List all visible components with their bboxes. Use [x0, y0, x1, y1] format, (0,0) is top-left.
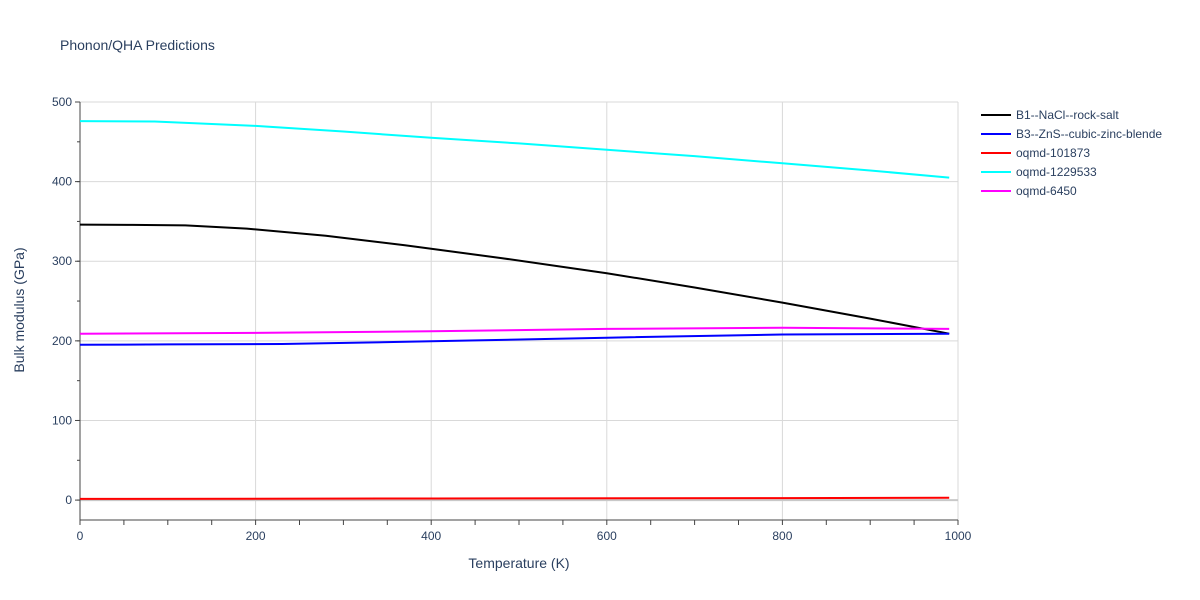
axes: 0 200 400 600 800 1000 0 100 200 300 400 500 [52, 95, 972, 543]
x-tick-label: 1000 [945, 529, 972, 543]
y-tick-label: 300 [52, 254, 72, 268]
y-tick-label: 100 [52, 413, 72, 427]
legend-label: B1--NaCl--rock-salt [1016, 108, 1119, 122]
legend: B1--NaCl--rock-salt B3--ZnS--cubic-zinc-b… [981, 108, 1162, 198]
legend-label: oqmd-1229533 [1016, 165, 1097, 179]
x-tick-label: 200 [246, 529, 266, 543]
x-tick-label: 800 [772, 529, 792, 543]
series-lines [79, 120, 950, 500]
legend-label: oqmd-101873 [1016, 146, 1090, 160]
series-line-B1--NaCl--rock-salt [79, 223, 950, 335]
x-tick-label: 0 [77, 529, 84, 543]
y-tick-label: 400 [52, 175, 72, 189]
legend-item[interactable]: B1--NaCl--rock-salt [981, 108, 1119, 122]
legend-label: B3--ZnS--cubic-zinc-blende [1016, 127, 1162, 141]
legend-label: oqmd-6450 [1016, 184, 1077, 198]
legend-item[interactable]: B3--ZnS--cubic-zinc-blende [981, 127, 1162, 141]
legend-item[interactable]: oqmd-6450 [981, 184, 1077, 198]
y-tick-label: 0 [65, 493, 72, 507]
chart-title: Phonon/QHA Predictions [60, 37, 215, 53]
legend-item[interactable]: oqmd-101873 [981, 146, 1090, 160]
series-line-B3--ZnS--cubic-zinc-blende [79, 332, 950, 346]
x-tick-label: 600 [597, 529, 617, 543]
grid [79, 101, 959, 520]
series-line-oqmd-101873 [79, 496, 950, 500]
series-line-oqmd-6450 [79, 326, 950, 335]
legend-item[interactable]: oqmd-1229533 [981, 165, 1097, 179]
y-tick-label: 200 [52, 334, 72, 348]
x-axis-title: Temperature (K) [468, 555, 569, 571]
x-tick-label: 400 [421, 529, 441, 543]
y-axis-title: Bulk modulus (GPa) [11, 247, 27, 372]
y-tick-label: 500 [52, 95, 72, 109]
series-line-oqmd-1229533 [79, 120, 950, 179]
